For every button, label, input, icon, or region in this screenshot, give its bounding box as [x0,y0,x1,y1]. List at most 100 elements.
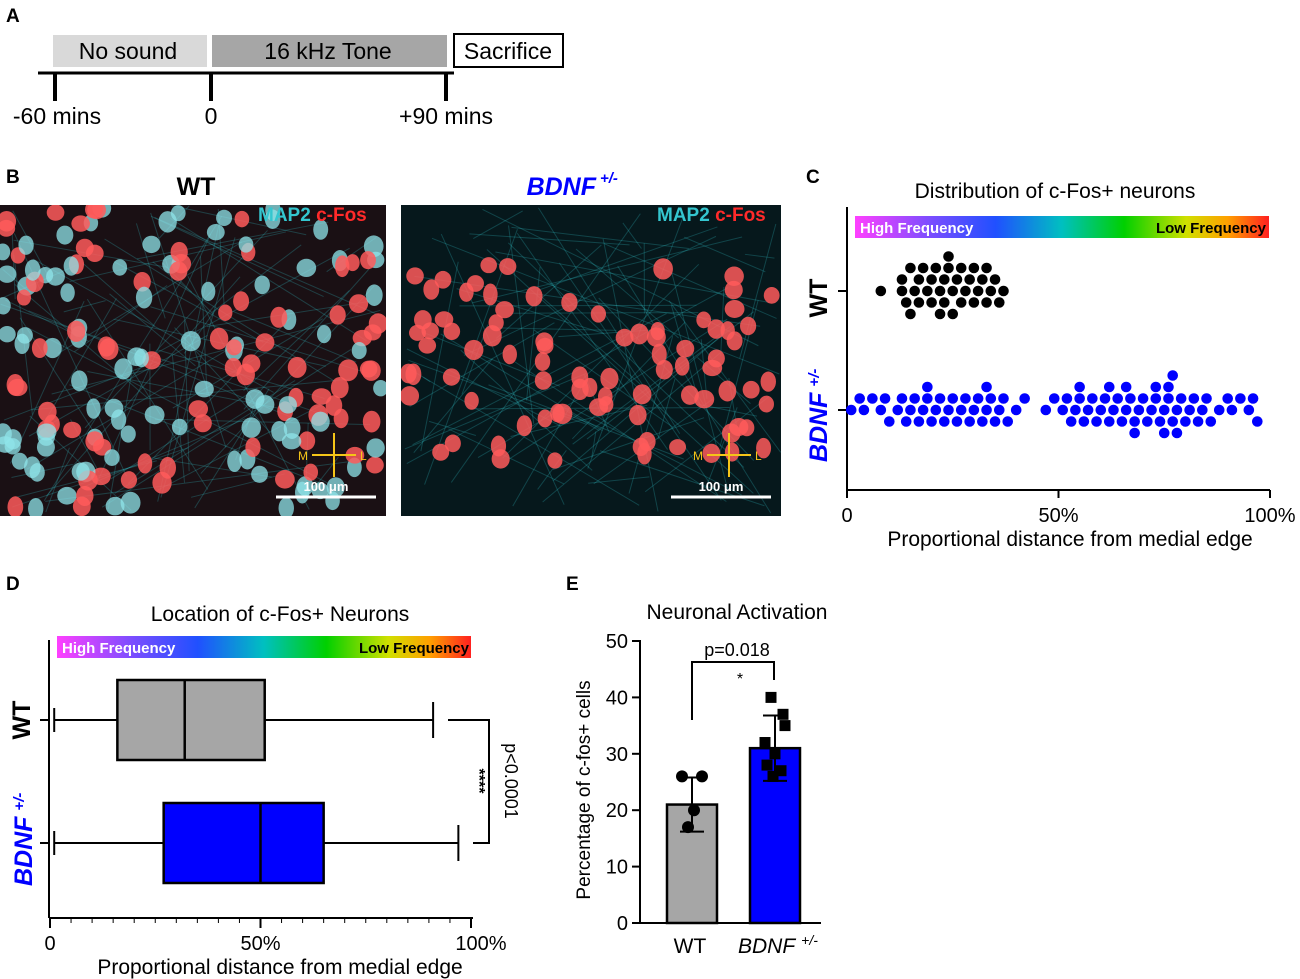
bdnf-title: BDNF [527,173,597,201]
bdnf-neuron [696,311,712,329]
wt-neurite [86,298,209,490]
wt-neurite [160,237,236,498]
bdnf-neurite [508,225,535,424]
chart-d-box-bdnf [162,801,325,885]
wt-neuron [365,284,383,306]
wt-neuron [120,471,138,489]
bdnf-neuron [632,437,650,457]
wt-neuron [264,209,281,229]
bdnf-neurite [574,408,742,496]
bdnf-neuron [423,279,440,300]
wt-neurite [27,327,344,492]
chart-c-point-bdnf [1048,393,1060,404]
chart-c-point-bdnf [1158,427,1170,439]
wt-neuron [18,235,34,255]
bdnf-neurite [406,348,561,427]
wt-neuron [281,433,302,450]
bdnf-neuron [707,319,725,339]
wt-neuron [233,291,250,312]
chart-e-point-bdnf [767,770,779,782]
bdnf-neuron [409,324,426,341]
tick-label-zero: 0 [205,103,218,129]
bdnf-neurite [440,233,565,505]
wt-neuron [43,337,62,359]
chart-c-point-bdnf [926,416,937,427]
wt-neuron [255,333,275,352]
bdnf-neuron [432,443,450,461]
chart-c-point-bdnf [913,416,925,427]
chart-c-point-wt [938,274,950,285]
bdnf-neurite [420,261,459,452]
chart-e-xtick-bdnf-sup: +/- [801,932,818,948]
chart-c-point-bdnf [1167,416,1179,427]
chart-c-point-wt [926,274,937,285]
wt-neuron [169,261,188,281]
chart-c-point-bdnf [1137,393,1149,404]
wt-neurite [82,262,156,327]
chart-c-point-bdnf [981,381,992,393]
wt-neuron [7,496,24,516]
chart-c-point-wt [998,285,1009,297]
wt-neuron [193,414,212,433]
wt-neuron [60,283,75,302]
wt-neuron [311,482,329,500]
bdnf-neuron [418,337,437,354]
bdnf-neuron [406,267,424,285]
chart-c-point-bdnf [1235,393,1246,404]
chart-c-point-bdnf [1142,416,1153,427]
wt-neuron [180,331,201,352]
chart-d-label-bdnf-sup: +/- [11,793,28,811]
bdnf-neuron [464,339,484,360]
chart-c-point-bdnf [884,416,895,427]
chart-c-point-wt [947,308,959,320]
bdnf-micrograph-image: M L 100 μm [401,205,781,516]
chart-c-point-bdnf [1065,416,1077,427]
chart-c-point-bdnf [947,393,959,404]
chart-c-point-bdnf [875,404,887,416]
chart-c-point-bdnf [905,404,916,416]
wt-neuron [227,450,242,473]
wt-neurite [46,276,241,497]
chart-c-point-bdnf [1247,393,1259,404]
bdnf-neurite [404,366,640,506]
tone-label: 16 kHz Tone [264,38,391,64]
chart-c-point-wt [913,274,925,285]
chart-c-point-bdnf [845,404,857,416]
bdnf-compass-m: M [693,449,703,463]
chart-c-point-wt [934,285,946,297]
wt-neuron [16,327,33,344]
bdnf-neuron [760,371,776,392]
chart-c-point-wt [905,262,916,274]
bdnf-neuron [676,339,695,358]
wt-neuron [330,376,349,399]
wt-neuron [104,449,120,466]
wt-neurite [157,399,331,491]
wt-neuron [142,235,161,254]
wt-neuron [24,456,41,479]
wt-neuron [0,326,16,343]
chart-e-star: * [737,671,743,688]
bdnf-stain-legend: MAP2 c-Fos [657,205,766,227]
chart-c-point-bdnf [1040,404,1052,416]
chart-e-point-wt [688,804,700,817]
bdnf-scalebar-label: 100 μm [699,479,744,494]
wt-neurite [109,293,196,367]
chart-c-point-bdnf [867,393,878,404]
bdnf-neurite [575,248,679,339]
chart-c-point-bdnf [981,404,992,416]
bdnf-neurite [507,242,745,468]
chart-d-significance-bracket [448,719,490,844]
wt-stain-cfos: c-Fos [316,205,367,226]
wt-neuron [216,209,233,227]
wt-neuron [36,423,57,441]
chart-c-point-bdnf [1146,404,1157,416]
wt-neuron [67,320,86,342]
wt-neuron [85,431,105,452]
wt-neuron [46,205,65,221]
chart-c-point-wt [875,285,887,297]
chart-e-xtick-bdnf-text: BDNF [738,935,796,958]
wt-stain-map2: MAP2 [258,205,311,226]
wt-neuron [171,418,188,436]
chart-c-point-bdnf [854,393,865,404]
